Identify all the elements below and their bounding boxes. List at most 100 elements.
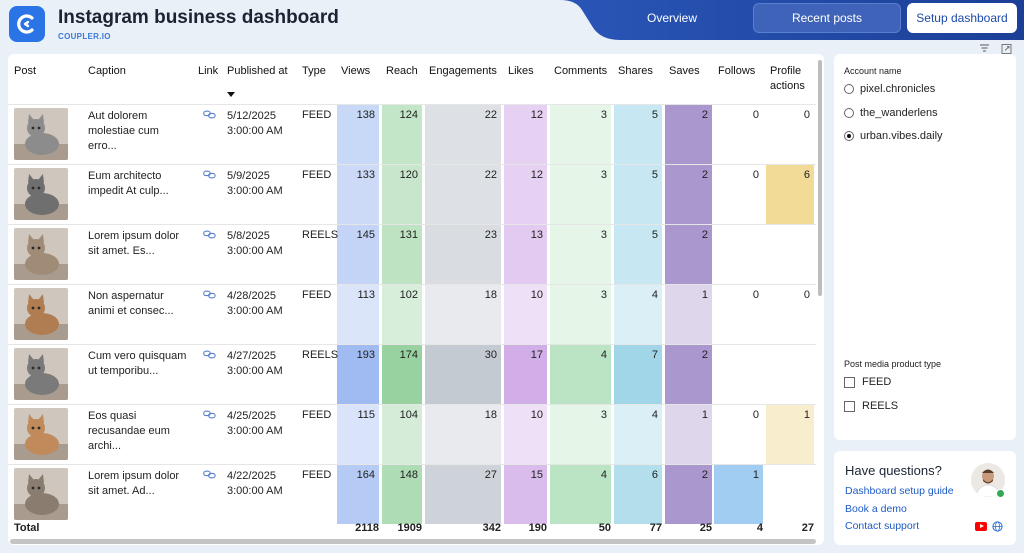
link-icon[interactable] (203, 110, 216, 119)
horizontal-scrollbar[interactable] (10, 539, 816, 544)
published-date: 5/8/2025 (227, 230, 270, 242)
account-option-pixel-chronicles[interactable]: pixel.chronicles (844, 83, 935, 95)
account-option-the-wanderlens[interactable]: the_wanderlens (844, 107, 938, 119)
radio-button-selected[interactable] (844, 131, 854, 141)
col-header-saves[interactable]: Saves (669, 65, 700, 77)
nav-recent-posts-button[interactable]: Recent posts (753, 3, 901, 33)
link-icon[interactable] (203, 230, 216, 239)
nav-setup-dashboard-button[interactable]: Setup dashboard (907, 3, 1017, 33)
account-option-urban-vibes-daily[interactable]: urban.vibes.daily (844, 130, 943, 142)
cell-reach: 102 (399, 289, 418, 301)
account-option-label: the_wanderlens (860, 107, 938, 119)
col-header-reach[interactable]: Reach (386, 65, 418, 77)
table-row[interactable]: Eos quasi recusandae eum archi... 4/25/2025… (8, 404, 824, 464)
book-demo-link[interactable]: Book a demo (845, 503, 907, 515)
col-header-comments[interactable]: Comments (554, 65, 608, 77)
media-type-option-reels[interactable]: REELS (844, 400, 898, 412)
checkbox[interactable] (844, 400, 855, 412)
nav-overview-button[interactable]: Overview (646, 11, 697, 25)
radio-button[interactable] (844, 84, 854, 94)
cell-profile: 6 (803, 169, 810, 181)
cell-views: 133 (356, 169, 375, 181)
col-header-engagements[interactable]: Engagements (429, 65, 497, 77)
post-thumbnail[interactable] (14, 108, 68, 160)
post-type: FEED (302, 289, 332, 301)
cell-comments: 4 (600, 469, 607, 481)
col-header-follows[interactable]: Follows (718, 65, 756, 77)
cell-saves: 2 (701, 469, 708, 481)
media-type-option-feed[interactable]: FEED (844, 376, 891, 388)
cell-eng: 22 (484, 169, 497, 181)
vertical-scrollbar[interactable] (818, 60, 822, 296)
col-header-shares[interactable]: Shares (618, 65, 653, 77)
row-divider (8, 164, 816, 165)
cell-comments: 3 (600, 409, 607, 421)
row-divider (8, 284, 816, 285)
dashboard-setup-guide-link[interactable]: Dashboard setup guide (845, 485, 954, 497)
caption-line: Non aspernatur (88, 290, 164, 302)
post-thumbnail[interactable] (14, 348, 68, 400)
post-thumbnail[interactable] (14, 408, 68, 460)
post-thumbnail[interactable] (14, 168, 68, 220)
cell-follows: 0 (752, 169, 759, 181)
cell-heat-likes (504, 104, 547, 164)
post-thumbnail[interactable] (14, 288, 68, 340)
contact-support-link[interactable]: Contact support (845, 520, 920, 532)
post-thumbnail[interactable] (14, 468, 68, 520)
col-header-published[interactable]: Published at (227, 65, 288, 77)
filter-icon[interactable] (980, 44, 989, 52)
cell-heat-likes (504, 224, 547, 284)
globe-icon[interactable] (992, 521, 1003, 532)
cell-comments: 3 (600, 109, 607, 121)
cell-heat-reach (382, 164, 422, 224)
col-header-post[interactable]: Post (14, 65, 37, 77)
published-at: 5/12/2025 3:00:00 AM (227, 109, 283, 139)
post-thumbnail[interactable] (14, 228, 68, 280)
caption-line: Cum vero quisquam (88, 350, 187, 362)
cell-shares: 5 (651, 229, 658, 241)
cell-saves: 2 (701, 349, 708, 361)
table-row[interactable]: Aut dolorem molestiae cum erro... 5/12/2025… (8, 104, 824, 164)
col-header-caption[interactable]: Caption (88, 65, 126, 77)
cell-heat-likes (504, 464, 547, 524)
cell-saves: 2 (701, 109, 708, 121)
caption-line: Aut dolorem (88, 110, 148, 122)
checkbox[interactable] (844, 376, 855, 388)
link-icon[interactable] (203, 170, 216, 179)
col-header-link[interactable]: Link (198, 65, 219, 77)
table-row[interactable]: Non aspernatur animi et consec... 4/28/202… (8, 284, 824, 344)
total-profile-actions: 27 (801, 522, 814, 534)
table-row[interactable]: Cum vero quisquam ut temporibu... 4/27/202… (8, 344, 824, 404)
caption-line: sit amet. Ad... (88, 485, 155, 497)
link-icon[interactable] (203, 290, 216, 299)
cell-likes: 13 (530, 229, 543, 241)
link-icon[interactable] (203, 410, 216, 419)
cell-eng: 18 (484, 289, 497, 301)
cat-photo-icon (14, 228, 68, 280)
link-icon[interactable] (203, 470, 216, 479)
published-at: 5/8/2025 3:00:00 AM (227, 229, 283, 259)
media-type-label: Post media product type (844, 359, 942, 369)
youtube-icon[interactable] (975, 522, 987, 531)
cell-heat-saves (665, 224, 712, 284)
link-icon[interactable] (203, 350, 216, 359)
table-row[interactable]: Lorem ipsum dolor sit amet. Ad... 4/22/202… (8, 464, 824, 524)
cat-photo-icon (14, 168, 68, 220)
sort-desc-icon[interactable] (227, 92, 235, 97)
col-header-views[interactable]: Views (341, 65, 371, 77)
caption-line: Eos quasi (88, 410, 137, 422)
col-header-profile-actions[interactable]: Profile actions (770, 64, 805, 94)
cell-reach: 148 (399, 469, 418, 481)
brand-label[interactable]: COUPLER.IO (58, 32, 111, 41)
col-header-type[interactable]: Type (302, 65, 326, 77)
radio-button[interactable] (844, 108, 854, 118)
cat-photo-icon (14, 408, 68, 460)
cell-heat-eng (425, 224, 501, 284)
published-time: 3:00:00 AM (227, 245, 283, 257)
table-row[interactable]: Lorem ipsum dolor sit amet. Es... 5/8/2025… (8, 224, 824, 284)
expand-icon[interactable] (1001, 44, 1012, 54)
caption-line: impedit At culp... (88, 185, 169, 197)
col-header-likes[interactable]: Likes (508, 65, 534, 77)
col-header-profile-actions-line1: Profile (770, 65, 802, 77)
table-row[interactable]: Eum architecto impedit At culp... 5/9/2025… (8, 164, 824, 224)
